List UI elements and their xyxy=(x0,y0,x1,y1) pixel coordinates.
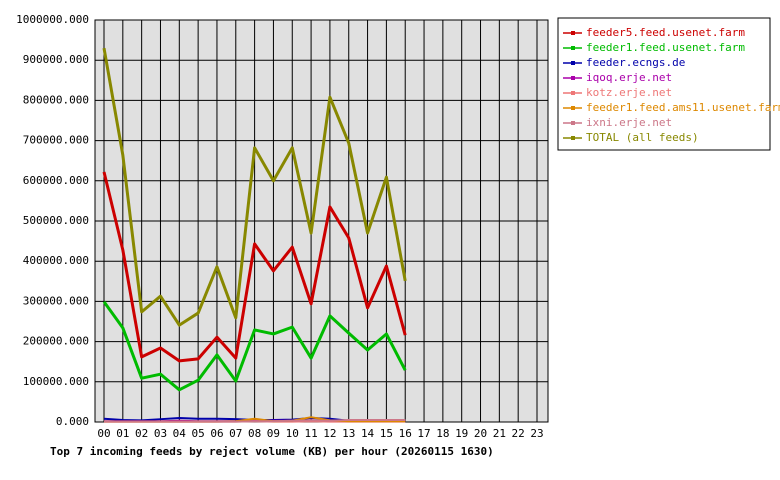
x-tick-label: 17 xyxy=(417,427,430,440)
y-tick-label: 100000.000 xyxy=(23,375,89,388)
y-tick-label: 200000.000 xyxy=(23,335,89,348)
x-tick-label: 12 xyxy=(323,427,336,440)
x-tick-label: 01 xyxy=(116,427,129,440)
chart-title: Top 7 incoming feeds by reject volume (K… xyxy=(50,445,494,458)
y-tick-label: 700000.000 xyxy=(23,134,89,147)
x-tick-label: 18 xyxy=(436,427,449,440)
x-tick-label: 11 xyxy=(304,427,317,440)
x-tick-label: 19 xyxy=(455,427,468,440)
legend-box xyxy=(557,17,771,151)
x-tick-label: 04 xyxy=(173,427,187,440)
y-tick-label: 500000.000 xyxy=(23,214,89,227)
x-tick-label: 10 xyxy=(286,427,299,440)
legend-marker xyxy=(571,46,575,50)
x-tick-label: 03 xyxy=(154,427,167,440)
legend-label: kotz.erje.net xyxy=(586,86,672,99)
x-tick-label: 21 xyxy=(493,427,506,440)
x-tick-label: 14 xyxy=(361,427,375,440)
x-tick-label: 07 xyxy=(229,427,242,440)
x-tick-label: 13 xyxy=(342,427,355,440)
x-tick-label: 08 xyxy=(248,427,261,440)
legend-marker xyxy=(571,121,575,125)
legend-marker xyxy=(571,136,575,140)
legend-marker xyxy=(571,31,575,35)
x-tick-label: 23 xyxy=(530,427,543,440)
x-tick-label: 06 xyxy=(210,427,223,440)
y-tick-label: 400000.000 xyxy=(23,254,89,267)
y-tick-label: 0.000 xyxy=(56,415,89,428)
x-tick-label: 02 xyxy=(135,427,148,440)
legend-label: feeder.ecngs.de xyxy=(586,56,685,69)
y-tick-label: 300000.000 xyxy=(23,294,89,307)
legend-label: feeder1.feed.usenet.farm xyxy=(586,41,745,54)
series-line xyxy=(102,300,407,392)
legend-label: ixni.erje.net xyxy=(586,116,672,129)
x-tick-label: 05 xyxy=(192,427,205,440)
legend-marker xyxy=(571,76,575,80)
series-line xyxy=(102,171,407,363)
x-tick-label: 20 xyxy=(474,427,487,440)
x-tick-label: 00 xyxy=(97,427,110,440)
y-tick-label: 800000.000 xyxy=(23,93,89,106)
x-tick-label: 15 xyxy=(380,427,393,440)
y-tick-label: 900000.000 xyxy=(23,53,89,66)
legend-marker xyxy=(571,106,575,110)
y-tick-label: 1000000.000 xyxy=(16,13,89,26)
series-line xyxy=(104,418,406,423)
x-tick-label: 22 xyxy=(512,427,525,440)
legend-marker xyxy=(571,91,575,95)
legend-label: feeder1.feed.ams11.usenet.farm xyxy=(586,101,780,114)
legend-marker xyxy=(571,61,575,65)
y-tick-label: 600000.000 xyxy=(23,174,89,187)
series-line xyxy=(102,47,407,327)
legend-label: iqoq.erje.net xyxy=(586,71,672,84)
x-tick-label: 16 xyxy=(399,427,412,440)
x-tick-label: 09 xyxy=(267,427,280,440)
legend-label: TOTAL (all feeds) xyxy=(586,131,699,144)
legend-label: feeder5.feed.usenet.farm xyxy=(586,26,745,39)
